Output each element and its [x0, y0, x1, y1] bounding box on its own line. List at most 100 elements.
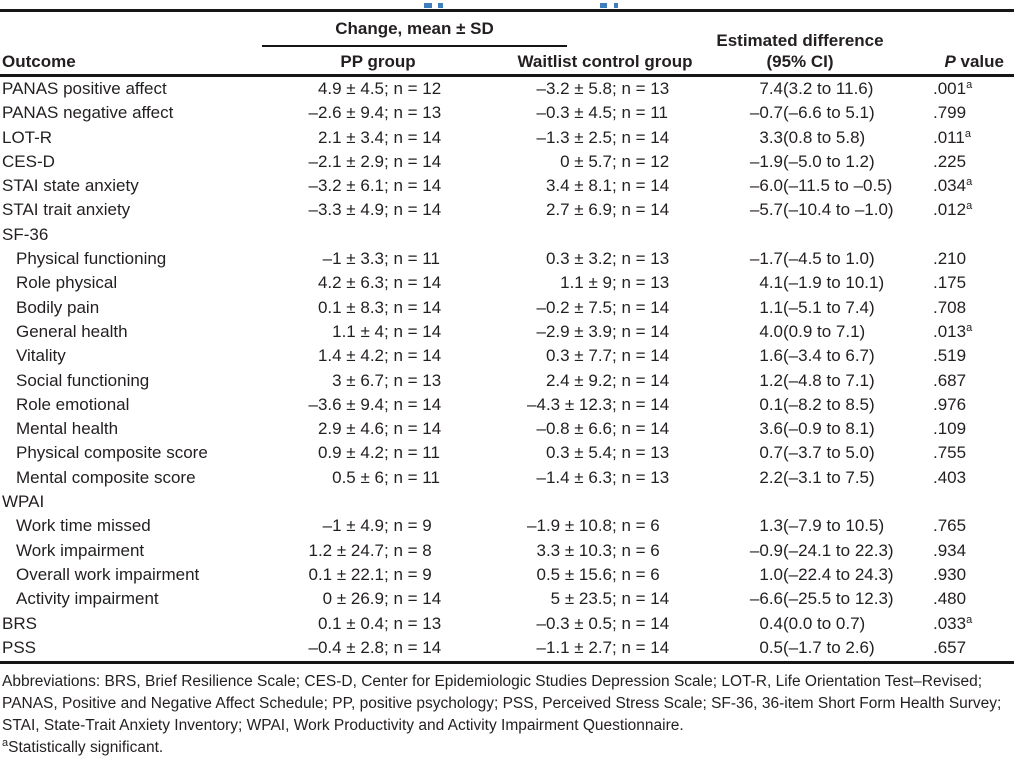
column-header-estimated-difference: Estimated difference (95% CI) — [700, 30, 900, 72]
estimated-difference-mean: –1.7 — [749, 249, 783, 269]
waitlist-group-mean: –1.1 ± 2.7 — [536, 637, 613, 657]
estimated-difference-ci: (0.9 to 7.1) — [783, 321, 866, 341]
pp-group-mean: 3 ± 6.7 — [332, 370, 384, 390]
pp-group-mean: –1 ± 3.3 — [322, 249, 384, 269]
pp-group-mean: 1.4 ± 4.2 — [317, 346, 384, 366]
pp-group-n: ; n = 14 — [384, 151, 442, 171]
table-row: LOT-R 2.1 ± 3.4; n = 14 –1.3 ± 2.5; n = 14… — [0, 126, 1014, 150]
clipped-title-fragment — [600, 3, 607, 8]
significance-superscript: a — [966, 79, 973, 91]
waitlist-group-mean: 0 ± 5.7 — [560, 151, 612, 171]
table-row: General health 1.1 ± 4; n = 14 –2.9 ± 3.9;… — [0, 320, 1014, 344]
waitlist-group-n: ; n = 6 — [612, 540, 660, 560]
waitlist-group-n: ; n = 14 — [612, 176, 670, 196]
outcome-label: STAI state anxiety — [2, 176, 139, 196]
waitlist-group-n: ; n = 14 — [612, 346, 670, 366]
waitlist-group-n: ; n = 14 — [612, 297, 670, 317]
outcome-label: PANAS negative affect — [2, 103, 174, 123]
p-value: .519 — [933, 346, 967, 366]
estimated-difference-ci: (0.0 to 0.7) — [783, 613, 866, 633]
waitlist-group-n: ; n = 13 — [612, 249, 670, 269]
waitlist-group-n: ; n = 14 — [612, 370, 670, 390]
pp-group-mean: 0.9 ± 4.2 — [317, 443, 384, 463]
estimated-difference-ci: (–25.5 to 12.3) — [783, 589, 894, 609]
outcome-label: Activity impairment — [16, 589, 159, 609]
waitlist-group-mean: –0.8 ± 6.6 — [536, 419, 613, 439]
estimated-difference-ci: (–4.8 to 7.1) — [783, 370, 875, 390]
p-value-italic-p: P — [944, 52, 956, 71]
pp-group-mean: –3.6 ± 9.4 — [308, 394, 385, 414]
p-value: .934 — [933, 540, 967, 560]
p-value: .034a — [933, 176, 973, 196]
clipped-title-fragment — [438, 3, 443, 8]
waitlist-group-n: ; n = 14 — [612, 613, 670, 633]
table-row: STAI state anxiety –3.2 ± 6.1; n = 14 3.4 … — [0, 174, 1014, 198]
section-row: WPAI — [0, 490, 1014, 514]
table-row: Physical functioning –1 ± 3.3; n = 11 0.3 … — [0, 247, 1014, 271]
table-top-rule — [0, 9, 1014, 12]
table-row: Activity impairment 0 ± 26.9; n = 14 5 ± 2… — [0, 587, 1014, 611]
estimated-difference-mean: 4.1 — [759, 273, 783, 293]
waitlist-group-mean: –1.4 ± 6.3 — [536, 467, 613, 487]
significance-text: Statistically significant. — [8, 739, 164, 756]
table-row: Role physical 4.2 ± 6.3; n = 14 1.1 ± 9; n… — [0, 271, 1014, 295]
pp-group-n: ; n = 11 — [384, 249, 440, 269]
table-row: Physical composite score 0.9 ± 4.2; n = 1… — [0, 441, 1014, 465]
p-value: .013a — [933, 321, 973, 341]
significance-superscript: a — [964, 127, 971, 140]
pp-group-mean: 4.2 ± 6.3 — [317, 273, 384, 293]
outcome-label: Role emotional — [16, 394, 130, 414]
estimated-difference-mean: –0.9 — [749, 540, 783, 560]
p-value: .930 — [933, 564, 967, 584]
p-value: .755 — [933, 443, 967, 463]
outcome-label: Mental composite score — [16, 467, 196, 487]
p-value: .480 — [933, 589, 967, 609]
table-row: STAI trait anxiety –3.3 ± 4.9; n = 14 2.7 … — [0, 198, 1014, 222]
table-body: PANAS positive affect 4.9 ± 4.5; n = 12 –3… — [0, 77, 1014, 660]
p-value: .657 — [933, 637, 967, 657]
p-value: .011a — [933, 127, 971, 147]
pp-group-mean: 0.1 ± 8.3 — [317, 297, 384, 317]
p-value: .210 — [933, 249, 967, 269]
estimated-difference-ci: (–4.5 to 1.0) — [783, 249, 875, 269]
pp-group-n: ; n = 9 — [384, 564, 432, 584]
estimated-difference-ci: (–3.7 to 5.0) — [783, 443, 875, 463]
waitlist-group-n: ; n = 14 — [612, 394, 670, 414]
p-value: .708 — [933, 297, 967, 317]
p-value: .799 — [933, 103, 967, 123]
pp-group-n: ; n = 14 — [384, 176, 442, 196]
estimated-difference-mean: –5.7 — [749, 200, 783, 220]
p-value: .001a — [933, 79, 973, 98]
outcome-label: LOT-R — [2, 127, 53, 147]
pp-group-n: ; n = 14 — [384, 637, 442, 657]
estimated-difference-mean: 1.2 — [759, 370, 783, 390]
pp-group-n: ; n = 14 — [384, 419, 442, 439]
pp-group-n: ; n = 14 — [384, 394, 442, 414]
pp-group-mean: 0.1 ± 22.1 — [308, 564, 385, 584]
spanner-rule — [262, 45, 567, 47]
waitlist-group-mean: –3.2 ± 5.8 — [536, 79, 613, 98]
pp-group-mean: –3.3 ± 4.9 — [308, 200, 385, 220]
pp-group-mean: 2.9 ± 4.6 — [317, 419, 384, 439]
estimated-difference-mean: 1.6 — [759, 346, 783, 366]
pp-group-mean: –2.1 ± 2.9 — [308, 151, 385, 171]
estimated-difference-mean: –1.9 — [749, 151, 783, 171]
table-row: Mental composite score 0.5 ± 6; n = 11 –1.… — [0, 466, 1014, 490]
waitlist-group-mean: 5 ± 23.5 — [550, 589, 612, 609]
p-value: .012a — [933, 200, 973, 220]
outcome-label: WPAI — [2, 492, 45, 512]
pp-group-n: ; n = 13 — [384, 613, 442, 633]
estimated-difference-ci: (0.8 to 5.8) — [783, 127, 866, 147]
outcome-label: Vitality — [16, 346, 66, 366]
estimated-difference-ci: (–3.4 to 6.7) — [783, 346, 875, 366]
pp-group-mean: 4.9 ± 4.5 — [317, 79, 384, 98]
p-value: .175 — [933, 273, 967, 293]
estimated-difference-mean: 3.6 — [759, 419, 783, 439]
waitlist-group-mean: 1.1 ± 9 — [560, 273, 612, 293]
p-value: .225 — [933, 151, 967, 171]
waitlist-group-n: ; n = 13 — [612, 467, 670, 487]
table-footnotes: Abbreviations: BRS, Brief Resilience Sca… — [2, 671, 1010, 759]
table-row: PANAS positive affect 4.9 ± 4.5; n = 12 –3… — [0, 77, 1014, 101]
table-row: Work impairment 1.2 ± 24.7; n = 8 3.3 ± 10… — [0, 539, 1014, 563]
waitlist-group-n: ; n = 13 — [612, 79, 670, 98]
